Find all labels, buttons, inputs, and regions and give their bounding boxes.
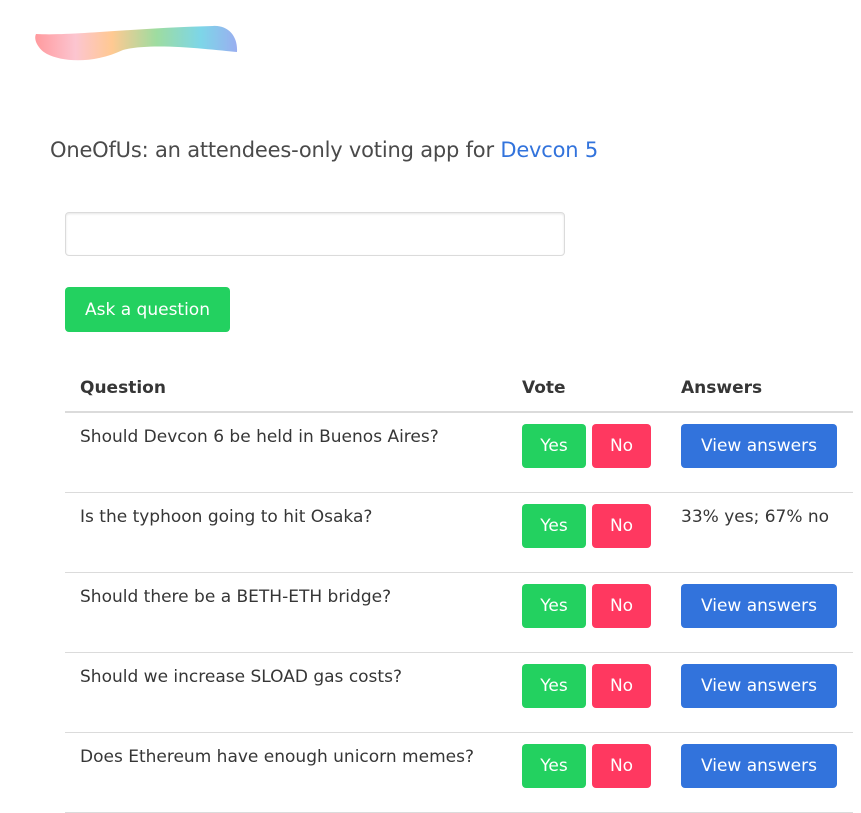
vote-cell: Yes No	[507, 732, 666, 813]
ask-question-button[interactable]: Ask a question	[65, 287, 230, 332]
question-text: Does Ethereum have enough unicorn memes?	[65, 732, 507, 813]
header-question: Question	[65, 365, 507, 413]
question-text: Should we increase SLOAD gas costs?	[65, 652, 507, 733]
answers-cell: View answers	[666, 652, 853, 733]
vote-no-button[interactable]: No	[592, 664, 651, 708]
question-input[interactable]	[65, 212, 565, 256]
table-row: Should there be a BETH-ETH bridge? Yes No V…	[65, 572, 853, 653]
table-row: Should Devcon 6 be held in Buenos Aires?…	[65, 412, 853, 493]
vote-yes-button[interactable]: Yes	[522, 744, 586, 788]
table-header: Question Vote Answers	[65, 365, 853, 413]
vote-no-button[interactable]: No	[592, 424, 651, 468]
vote-yes-button[interactable]: Yes	[522, 584, 586, 628]
answer-results: 33% yes; 67% no	[681, 507, 830, 527]
answers-cell: 33% yes; 67% no	[666, 492, 853, 573]
vote-yes-button[interactable]: Yes	[522, 424, 586, 468]
vote-no-button[interactable]: No	[592, 744, 651, 788]
view-answers-button[interactable]: View answers	[681, 744, 837, 788]
header-answers: Answers	[666, 365, 853, 413]
view-answers-button[interactable]: View answers	[681, 424, 837, 468]
title-text: OneOfUs: an attendees-only voting app fo…	[50, 138, 501, 162]
table-row: Does Ethereum have enough unicorn memes?…	[65, 732, 853, 813]
vote-cell: Yes No	[507, 652, 666, 733]
rainbow-logo	[35, 25, 238, 61]
answers-cell: View answers	[666, 412, 853, 493]
vote-yes-button[interactable]: Yes	[522, 664, 586, 708]
questions-table: Question Vote Answers Should Devcon 6 be…	[65, 365, 853, 813]
table-row: Should we increase SLOAD gas costs? Yes No…	[65, 652, 853, 733]
view-answers-button[interactable]: View answers	[681, 584, 837, 628]
page-title: OneOfUs: an attendees-only voting app fo…	[50, 138, 598, 162]
question-text: Should there be a BETH-ETH bridge?	[65, 572, 507, 653]
table-row: Is the typhoon going to hit Osaka? Yes No 3…	[65, 492, 853, 573]
vote-no-button[interactable]: No	[592, 504, 651, 548]
vote-cell: Yes No	[507, 572, 666, 653]
answers-cell: View answers	[666, 572, 853, 653]
answers-cell: View answers	[666, 732, 853, 813]
header-vote: Vote	[507, 365, 666, 413]
view-answers-button[interactable]: View answers	[681, 664, 837, 708]
vote-no-button[interactable]: No	[592, 584, 651, 628]
devcon-link[interactable]: Devcon 5	[500, 138, 599, 162]
vote-cell: Yes No	[507, 492, 666, 573]
vote-yes-button[interactable]: Yes	[522, 504, 586, 548]
question-text: Should Devcon 6 be held in Buenos Aires?	[65, 412, 507, 493]
question-text: Is the typhoon going to hit Osaka?	[65, 492, 507, 573]
vote-cell: Yes No	[507, 412, 666, 493]
